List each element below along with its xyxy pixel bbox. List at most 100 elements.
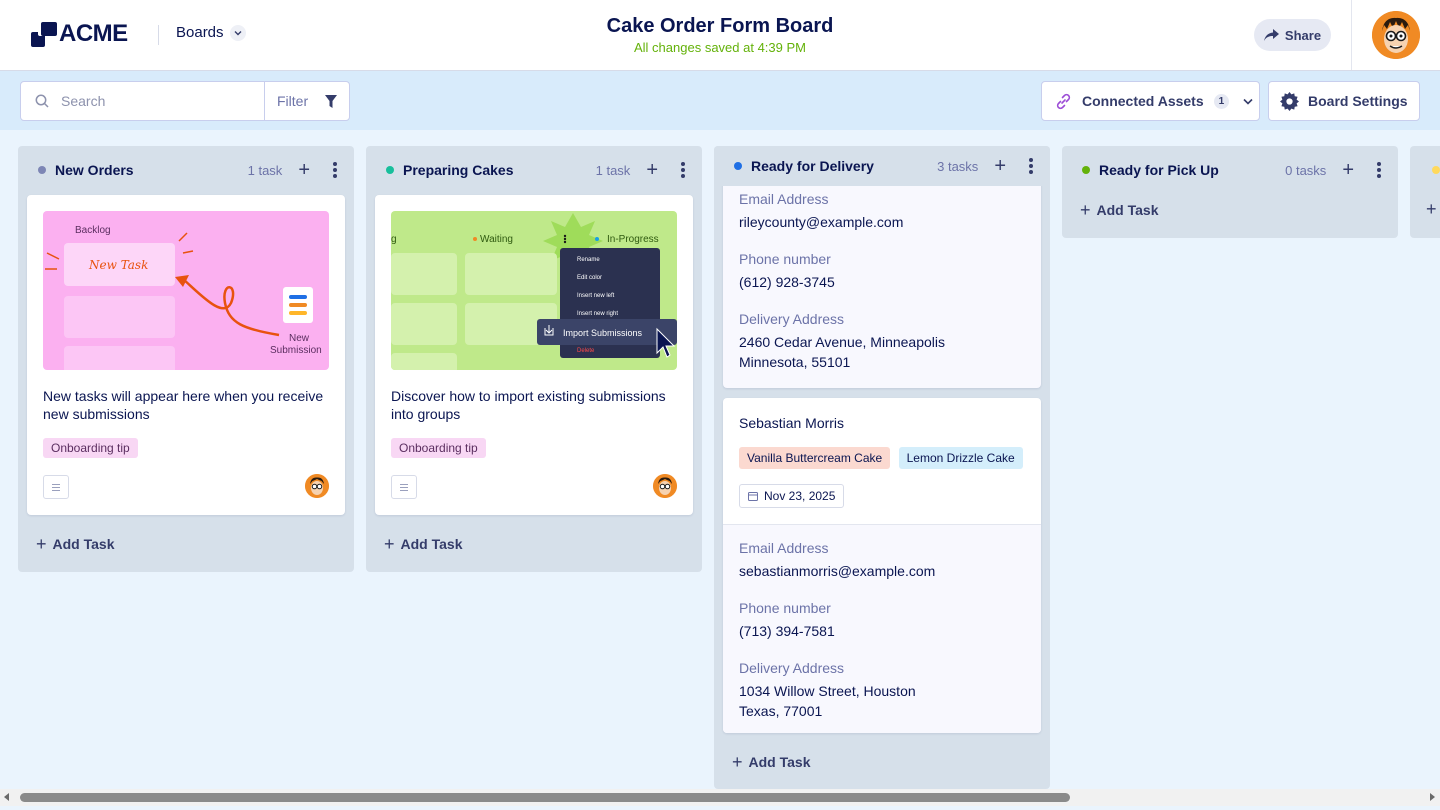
link-icon (1056, 93, 1071, 109)
svg-text:Delete: Delete (577, 348, 595, 354)
board-title-area: Cake Order Form Board All changes saved … (520, 15, 920, 55)
add-task-button[interactable]: + Add Task (36, 535, 115, 553)
svg-text:Waiting: Waiting (480, 234, 513, 245)
acme-logo[interactable]: ACME (31, 20, 128, 48)
connected-assets-button[interactable]: Connected Assets 1 (1041, 81, 1260, 121)
chevron-down-icon (1243, 98, 1253, 105)
due-date-chip[interactable]: Nov 23, 2025 (739, 484, 845, 508)
board-toolbar: Search Filter Connected Assets 1 Board S… (0, 71, 1440, 130)
task-card[interactable]: g Waiting In-Progress Rename Edit color … (375, 195, 693, 515)
plus-icon: + (732, 752, 743, 772)
address-label: Delivery Address (739, 660, 845, 676)
save-status: All changes saved at 4:39 PM (634, 40, 806, 55)
connected-assets-label: Connected Assets (1082, 93, 1204, 109)
description-note-icon (43, 475, 69, 499)
email-value: sebastianmorris@example.com (739, 563, 936, 579)
search-placeholder: Search (61, 93, 106, 109)
email-value: rileycounty@example.com (739, 214, 904, 230)
share-arrow-icon (1263, 29, 1279, 41)
svg-text:Insert new left: Insert new left (577, 293, 615, 299)
product-tag: Vanilla Buttercream Cake (739, 447, 891, 469)
scroll-right-arrow-icon[interactable] (1430, 793, 1435, 801)
app-header: ACME Boards Cake Order Form Board All ch… (0, 0, 1440, 71)
column-color-dot (386, 166, 394, 174)
board-settings-button[interactable]: Board Settings (1268, 81, 1420, 121)
phone-value: (713) 394-7581 (739, 623, 835, 639)
more-options-icon[interactable] (676, 162, 690, 178)
svg-text:In-Progress: In-Progress (607, 234, 659, 245)
add-task-button[interactable]: + Add Task (1080, 201, 1159, 219)
onboarding-illustration: Backlog New Task New Submission (43, 211, 329, 370)
calendar-icon (748, 492, 758, 501)
column-preparing-cakes: Preparing Cakes 1 task + g Waiting In-Pr… (366, 146, 702, 572)
column-title[interactable]: Ready for Pick Up (1099, 162, 1219, 178)
user-avatar[interactable] (1372, 11, 1420, 59)
add-task-label: Add Task (748, 754, 811, 770)
boards-dropdown[interactable]: Boards (176, 24, 246, 41)
card-title: Sebastian Morris (739, 415, 845, 431)
column-color-dot (38, 166, 46, 174)
add-task-plus-icon[interactable]: + (1342, 159, 1354, 181)
svg-text:g: g (391, 234, 397, 245)
filter-button[interactable]: Filter (265, 93, 349, 109)
horizontal-scrollbar[interactable] (0, 789, 1440, 806)
more-options-icon[interactable] (1024, 158, 1038, 174)
column-color-dot (1432, 166, 1440, 174)
plus-icon: + (1080, 200, 1091, 220)
column-ready-for-pick-up: Ready for Pick Up 0 tasks + + Add Task (1062, 146, 1398, 238)
onboarding-illustration: g Waiting In-Progress Rename Edit color … (391, 211, 677, 370)
gear-icon (1280, 91, 1299, 111)
assignee-avatar[interactable] (653, 474, 677, 498)
address-label: Delivery Address (739, 311, 845, 327)
add-task-label: Add Task (1096, 202, 1159, 218)
task-card[interactable]: Sebastian Morris Vanilla Buttercream Cak… (723, 398, 1041, 733)
add-task-label: Add Task (52, 536, 115, 552)
column-task-count: 1 task (247, 162, 283, 178)
add-task-button[interactable]: + Add Task (732, 753, 811, 771)
logo-text: ACME (59, 20, 128, 47)
card-details-section: Email Address sebastianmorris@example.co… (723, 524, 1041, 733)
add-task-plus-icon[interactable]: + (646, 159, 658, 181)
column-title[interactable]: Preparing Cakes (403, 162, 514, 178)
search-bar: Search Filter (20, 81, 350, 121)
column-header: New Orders 1 task + (18, 146, 354, 194)
assignee-avatar[interactable] (305, 474, 329, 498)
card-description: New tasks will appear here when you rece… (43, 388, 324, 422)
description-note-icon (391, 475, 417, 499)
add-task-plus-icon[interactable]: + (1426, 199, 1437, 219)
column-title[interactable]: New Orders (55, 162, 134, 178)
address-line2: Texas, 77001 (739, 703, 823, 719)
column-task-count: 1 task (595, 162, 631, 178)
column-task-count: 0 tasks (1285, 162, 1327, 178)
board-settings-label: Board Settings (1308, 93, 1408, 109)
boards-label: Boards (176, 24, 224, 41)
address-line1: 2460 Cedar Avenue, Minneapolis (739, 334, 946, 350)
email-label: Email Address (739, 191, 829, 207)
card-tags: Vanilla Buttercream Cake Lemon Drizzle C… (739, 447, 1027, 469)
phone-label: Phone number (739, 600, 831, 616)
search-icon (35, 94, 49, 108)
column-offscreen: + (1410, 146, 1440, 238)
page-title[interactable]: Cake Order Form Board (606, 15, 834, 37)
more-options-icon[interactable] (1372, 162, 1386, 178)
column-header: Ready for Delivery 3 tasks + (714, 146, 1050, 186)
scrollbar-thumb[interactable] (20, 793, 1070, 802)
column-title[interactable]: Ready for Delivery (751, 158, 874, 174)
column-header: Preparing Cakes 1 task + (366, 146, 702, 194)
scroll-left-arrow-icon[interactable] (4, 793, 9, 801)
address-line1: 1034 Willow Street, Houston (739, 683, 916, 699)
task-card[interactable]: Email Address rileycounty@example.com Ph… (723, 166, 1041, 388)
card-description: Discover how to import existing submissi… (391, 388, 666, 422)
share-button[interactable]: Share (1254, 19, 1331, 51)
add-task-button[interactable]: + Add Task (384, 535, 463, 553)
add-task-plus-icon[interactable]: + (994, 155, 1006, 177)
logo-mark-icon (31, 21, 57, 47)
more-options-icon[interactable] (328, 162, 342, 178)
search-input[interactable]: Search (21, 82, 265, 120)
filter-funnel-icon (325, 94, 337, 108)
column-new-orders: New Orders 1 task + Backlog New Task New (18, 146, 354, 572)
add-task-plus-icon[interactable]: + (298, 159, 310, 181)
onboarding-tip-tag: Onboarding tip (43, 438, 138, 458)
header-divider (158, 25, 159, 45)
task-card[interactable]: Backlog New Task New Submission New task… (27, 195, 345, 515)
